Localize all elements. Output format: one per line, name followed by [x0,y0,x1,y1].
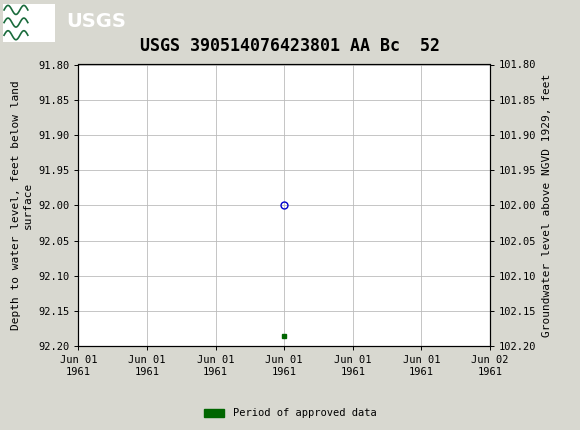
Y-axis label: Groundwater level above NGVD 1929, feet: Groundwater level above NGVD 1929, feet [542,74,552,337]
Text: USGS 390514076423801 AA Bc  52: USGS 390514076423801 AA Bc 52 [140,37,440,55]
Bar [3,3,55,42]
Y-axis label: Depth to water level, feet below land
surface: Depth to water level, feet below land su… [11,80,32,330]
Text: USGS: USGS [67,12,126,31]
Legend: Period of approved data: Period of approved data [200,404,380,423]
